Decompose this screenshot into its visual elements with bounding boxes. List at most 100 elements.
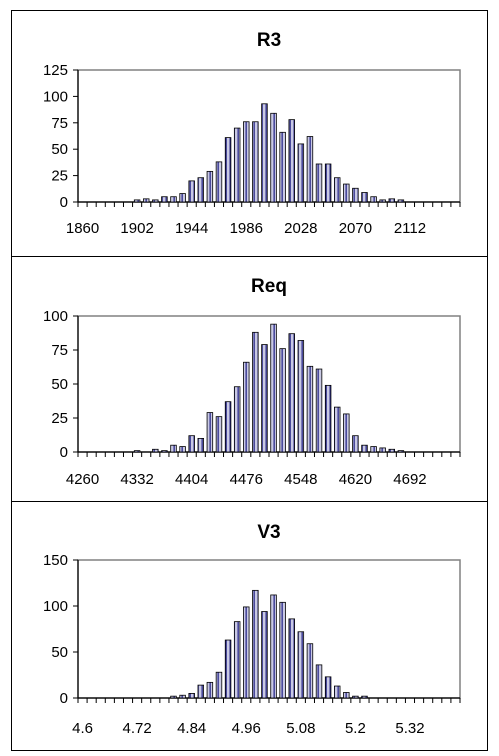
x-tick-label: 1944 [175, 220, 208, 237]
y-tick-label: 50 [51, 141, 68, 158]
x-tick-label: 2028 [284, 220, 317, 237]
histogram-bar [343, 183, 350, 203]
chart-svg-req: Req 0 25 50 75 100 4260 4332 4404 4476 4548 4620 469… [43, 276, 461, 488]
histogram-bar [197, 177, 205, 203]
x-tick-label: 4.6 [72, 720, 93, 737]
plot-area-border [77, 69, 461, 203]
histogram-bar [361, 695, 368, 699]
histogram-bar [279, 601, 286, 699]
histogram-bar [397, 450, 405, 453]
histogram-bar [252, 121, 259, 203]
x-tick-label: 4.96 [232, 720, 261, 737]
y-tick-label: 25 [51, 410, 68, 427]
plot-area-border [77, 315, 461, 453]
histogram-bar [233, 127, 241, 203]
histogram-bar [197, 684, 205, 699]
histogram-bar [233, 621, 241, 699]
histogram-bar [397, 199, 405, 203]
histogram-bar [133, 199, 141, 203]
histogram-bar [306, 365, 314, 453]
histogram-bar [288, 333, 295, 453]
histogram-bar [206, 412, 214, 453]
x-tick-label: 4548 [284, 471, 317, 488]
histogram-bar [333, 406, 341, 453]
histogram-bar [215, 416, 223, 453]
histogram-bar [215, 161, 223, 203]
histogram-bar [297, 143, 305, 203]
histogram-bar [133, 450, 141, 453]
histogram-bar [270, 112, 277, 203]
histogram-bar [243, 606, 250, 699]
x-tick-label: 1902 [120, 220, 153, 237]
histogram-bar [170, 196, 177, 203]
y-tick-label: 0 [60, 194, 68, 211]
x-tick-label: 4404 [175, 471, 208, 488]
histogram-bar [324, 676, 332, 699]
histogram-bar [315, 163, 323, 203]
histogram-bar [270, 594, 277, 699]
histogram-bar [297, 340, 305, 453]
histogram-bar [161, 450, 168, 453]
y-tick-label: 0 [60, 444, 68, 461]
histogram-bar [179, 446, 186, 453]
histogram-bar [161, 196, 168, 203]
histogram-bar [170, 444, 177, 453]
histogram-bar [243, 361, 250, 453]
chart-panel-r3: R3 0 25 50 75 100 125 1860 1902 1944 1986 2028 2070 2… [11, 10, 488, 257]
x-tick-label: 4332 [120, 471, 153, 488]
y-tick-label: 50 [51, 644, 68, 661]
histogram-bar [197, 437, 205, 453]
y-tick-label: 100 [43, 308, 68, 325]
histogram-bar [224, 401, 232, 453]
histogram-bar [388, 448, 396, 453]
histogram-bar [142, 198, 150, 203]
chart-panel-v3: V3 0 50 100 150 4.6 4.72 4.84 4.96 5.08 5.2 5.32 [11, 501, 488, 751]
histogram-bar [352, 435, 359, 453]
histogram-bar [188, 435, 195, 453]
histogram-bar [261, 611, 268, 699]
histogram-bar [352, 695, 359, 699]
histogram-bar [306, 136, 314, 203]
chart-svg-r3: R3 0 25 50 75 100 125 1860 1902 1944 1986 2028 2070 2… [43, 30, 461, 237]
histogram-bar [233, 386, 241, 453]
x-tick-label: 4.84 [177, 720, 206, 737]
histogram-bar [206, 170, 214, 203]
histogram-bar [179, 694, 186, 699]
y-tick-label: 150 [43, 552, 68, 569]
histogram-bar [261, 103, 268, 203]
x-tick-label: 5.32 [395, 720, 424, 737]
histogram-bar [170, 695, 177, 699]
x-tick-label: 1860 [66, 220, 99, 237]
chart-title: R3 [257, 30, 281, 51]
histogram-bar [270, 323, 277, 453]
histogram-bar [243, 121, 250, 203]
histogram-bar [152, 448, 159, 453]
histogram-bar [333, 685, 341, 699]
histogram-bar [279, 131, 286, 203]
y-tick-label: 75 [51, 115, 68, 132]
histogram-bar [324, 384, 332, 453]
histogram-bar [224, 639, 232, 699]
x-tick-label: 4.72 [123, 720, 152, 737]
histogram-bar [261, 344, 268, 453]
y-tick-label: 50 [51, 376, 68, 393]
chart-panel-req: Req 0 25 50 75 100 4260 4332 4404 4476 4548 4620 469… [11, 256, 488, 502]
histogram-bar [315, 368, 323, 453]
histogram-bar [206, 681, 214, 699]
x-tick-label: 4620 [339, 471, 372, 488]
histogram-bar [188, 180, 195, 203]
y-tick-label: 100 [43, 598, 68, 615]
chart-title: V3 [257, 522, 280, 543]
x-tick-label: 4260 [66, 471, 99, 488]
histogram-bar [388, 198, 396, 203]
histogram-bar [288, 618, 295, 699]
histogram-bar [188, 692, 195, 699]
histogram-bar [252, 589, 259, 699]
y-tick-label: 100 [43, 88, 68, 105]
histogram-bar [215, 671, 223, 699]
x-tick-label: 4476 [230, 471, 263, 488]
histogram-bar [152, 199, 159, 203]
x-tick-label: 4692 [393, 471, 426, 488]
histogram-bar [279, 348, 286, 453]
histogram-bar [379, 447, 386, 453]
